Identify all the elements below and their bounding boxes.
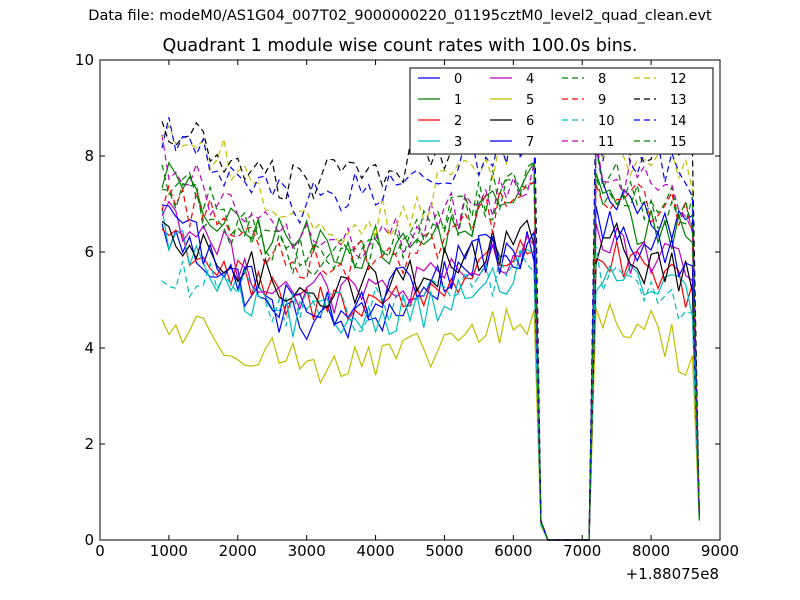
legend-label-10: 10 — [598, 114, 615, 129]
y-tick-label: 8 — [84, 147, 94, 165]
x-tick-label: 8000 — [632, 542, 670, 560]
legend-label-6: 6 — [526, 114, 534, 129]
series-line-2 — [161, 228, 700, 541]
x-tick-label: 7000 — [563, 542, 601, 560]
legend-label-1: 1 — [454, 93, 462, 108]
legend-label-12: 12 — [670, 72, 687, 87]
x-tick-label: 3000 — [288, 542, 326, 560]
axes: 0 1000 2000 3000 4000 5000 6000 7000 8000 9000 0 2 4… — [75, 51, 739, 560]
y-tick-label: 4 — [84, 339, 94, 357]
figure-supertitle: Data file: modeM0/AS1G04_007T02_90000002… — [88, 8, 712, 24]
x-tick-label: 6000 — [494, 542, 532, 560]
legend-label-5: 5 — [526, 93, 534, 108]
series-line-4 — [161, 200, 700, 541]
legend-box — [409, 67, 714, 155]
series-line-6 — [161, 219, 700, 541]
legend-label-9: 9 — [598, 93, 606, 108]
legend-label-7: 7 — [526, 135, 534, 150]
series-line-3 — [161, 208, 700, 541]
x-tick-label: 0 — [95, 542, 105, 560]
legend-label-13: 13 — [670, 93, 687, 108]
series-line-8 — [161, 147, 700, 541]
legend-label-2: 2 — [454, 114, 462, 129]
legend-label-4: 4 — [526, 72, 534, 87]
legend-label-8: 8 — [598, 72, 606, 87]
y-tick-label: 2 — [84, 435, 94, 453]
x-tick-label: 1000 — [150, 542, 188, 560]
x-tick-label: 9000 — [701, 542, 739, 560]
x-tick-label: 5000 — [425, 542, 463, 560]
series-line-11 — [161, 134, 700, 541]
series-line-5 — [161, 302, 700, 541]
legend-label-3: 3 — [454, 135, 462, 150]
series-line-7 — [161, 204, 700, 541]
legend-label-0: 0 — [454, 72, 462, 87]
x-offset-label: +1.88075e8 — [626, 565, 719, 583]
plot-frame — [99, 59, 721, 541]
y-tick-label: 6 — [84, 243, 94, 261]
legend-label-11: 11 — [598, 135, 615, 150]
x-tick-label: 2000 — [219, 542, 257, 560]
legend-label-14: 14 — [670, 114, 687, 129]
legend-label-15: 15 — [670, 135, 687, 150]
x-tick-label: 4000 — [356, 542, 394, 560]
chart-title: Quadrant 1 module wise count rates with … — [162, 36, 638, 56]
y-tick-label: 10 — [75, 51, 94, 69]
y-tick-label: 0 — [84, 531, 94, 549]
series-line-15 — [161, 160, 700, 541]
series-line-1 — [161, 160, 700, 541]
